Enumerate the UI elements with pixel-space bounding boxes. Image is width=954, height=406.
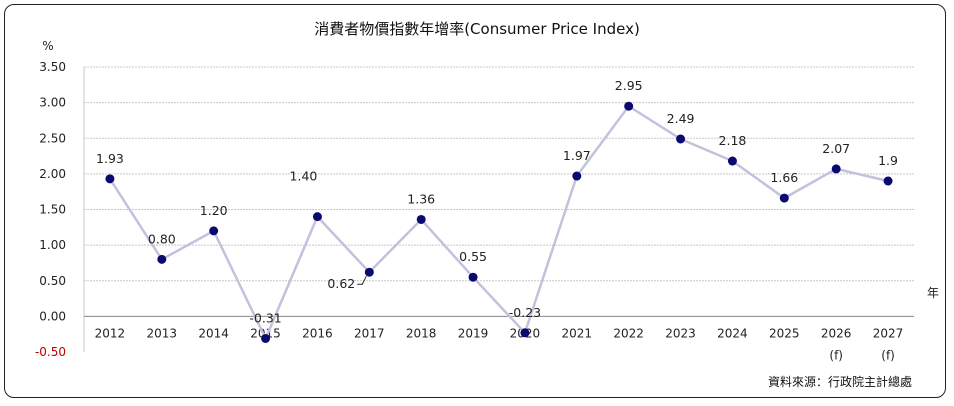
data-label: -0.23 (509, 305, 541, 320)
data-point (312, 212, 322, 222)
y-tick-label: 1.00 (39, 238, 66, 252)
data-label: -0.31 (249, 310, 281, 325)
data-label: 2.18 (719, 133, 747, 148)
data-label: 1.93 (96, 151, 124, 166)
data-label: 0.80 (148, 231, 176, 246)
data-label: 0.62 (327, 276, 355, 291)
data-label: 2.49 (667, 111, 695, 126)
x-tick-label: 2014 (198, 326, 229, 340)
x-tick-note: (f) (881, 348, 895, 362)
data-label: 2.95 (615, 78, 643, 93)
data-point (416, 214, 426, 224)
y-tick-label: -0.50 (35, 345, 66, 359)
data-label: 0.55 (459, 249, 487, 264)
data-point (727, 156, 737, 166)
x-tick-labels: 2012201320142015201620172018201920202021… (95, 326, 904, 362)
data-label: 1.97 (563, 148, 591, 163)
data-point (520, 328, 530, 338)
x-tick-label: 2024 (717, 326, 748, 340)
x-tick-label: 2017 (354, 326, 385, 340)
data-label: 2.07 (822, 141, 850, 156)
data-point (779, 193, 789, 203)
y-tick-label: 0.50 (39, 274, 66, 288)
data-point (105, 174, 115, 184)
data-point (831, 164, 841, 174)
y-axis-unit: % (42, 39, 53, 53)
x-tick-label: 2023 (665, 326, 696, 340)
x-tick-label: 2016 (302, 326, 333, 340)
x-axis-unit: 年 (927, 286, 939, 300)
source-note: 資料來源：行政院主計總處 (768, 374, 912, 389)
data-label: 1.40 (290, 169, 318, 184)
grid-lines (83, 66, 914, 352)
x-tick-label: 2019 (458, 326, 489, 340)
data-point (157, 254, 167, 264)
x-tick-label: 2025 (769, 326, 800, 340)
x-tick-label: 2022 (613, 326, 644, 340)
data-label: 1.20 (200, 203, 228, 218)
y-tick-label: 2.00 (39, 167, 66, 181)
data-point (261, 333, 271, 343)
x-tick-label: 2012 (95, 326, 126, 340)
x-tick-label: 2018 (406, 326, 437, 340)
data-point (364, 267, 374, 277)
x-tick-label: 2013 (147, 326, 178, 340)
data-point (468, 272, 478, 282)
y-tick-label: 2.50 (39, 131, 66, 145)
data-label: 1.36 (407, 191, 435, 206)
data-point (209, 226, 219, 236)
y-tick-label: 1.50 (39, 203, 66, 217)
data-labels: 1.93 0.80 1.20 -0.31 1.40 0.62 1.36 0.55 -0.23 1.… (96, 78, 898, 325)
y-tick-label: 3.00 (39, 96, 66, 110)
data-point (624, 101, 634, 111)
leader-line (357, 275, 367, 285)
data-label: 1.66 (770, 170, 798, 185)
data-markers (105, 101, 893, 343)
chart-title: 消費者物價指數年增率(Consumer Price Index) (314, 20, 640, 38)
x-tick-label: 2021 (562, 326, 593, 340)
data-point (883, 176, 893, 186)
series-line (108, 104, 889, 340)
data-point (572, 171, 582, 181)
x-tick-note: (f) (829, 348, 843, 362)
x-tick-label: 2026 (821, 326, 852, 340)
chart-frame (4, 4, 946, 398)
y-tick-labels: 3.50 3.00 2.50 2.00 1.50 1.00 0.50 0.00 -0.50 (35, 60, 66, 359)
y-tick-label: 0.00 (39, 309, 66, 323)
y-tick-label: 3.50 (39, 60, 66, 74)
x-tick-label: 2027 (873, 326, 904, 340)
data-label: 1.9 (878, 153, 898, 168)
x-tick-label: 2015 (250, 326, 281, 340)
data-point (676, 134, 686, 144)
